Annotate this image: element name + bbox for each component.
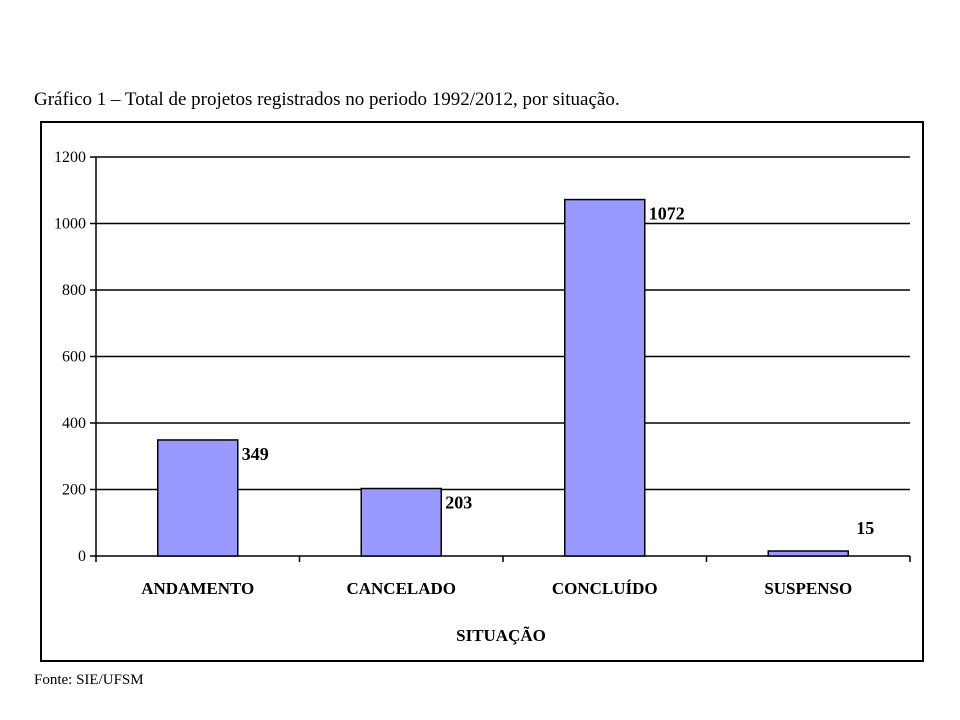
x-axis-categories: ANDAMENTO CANCELADO CONCLUÍDO SUSPENSO (141, 579, 852, 598)
y-tick-label: 1000 (54, 216, 86, 233)
y-tick-label: 200 (62, 482, 86, 499)
y-tick-label: 400 (62, 415, 86, 432)
bar (360, 487, 442, 557)
y-tick-label: 800 (62, 282, 86, 299)
x-category-label: ANDAMENTO (141, 579, 254, 598)
data-labels: 349 203 1072 15 (242, 204, 875, 538)
data-label: 203 (445, 493, 472, 513)
bar (564, 198, 646, 557)
chart-caption: Gráfico 1 – Total de projetos registrado… (34, 89, 620, 110)
y-tick-label: 0 (78, 548, 86, 565)
y-tick-label: 1200 (54, 149, 86, 166)
data-label: 15 (856, 518, 874, 538)
x-axis-title: SITUAÇÃO (456, 626, 546, 645)
chart-frame (40, 121, 924, 662)
bars (157, 198, 849, 557)
x-category-label: SUSPENSO (764, 579, 852, 598)
y-tick-label: 600 (62, 349, 86, 366)
x-category-label: CONCLUÍDO (552, 579, 658, 598)
bar (767, 550, 849, 557)
data-label: 1072 (649, 204, 685, 224)
bar (157, 439, 239, 557)
source-note: Fonte: SIE/UFSM (34, 672, 144, 688)
y-axis-ticks: 0 200 400 600 800 1000 1200 (54, 149, 86, 565)
data-label: 349 (242, 444, 269, 464)
x-category-label: CANCELADO (346, 579, 456, 598)
